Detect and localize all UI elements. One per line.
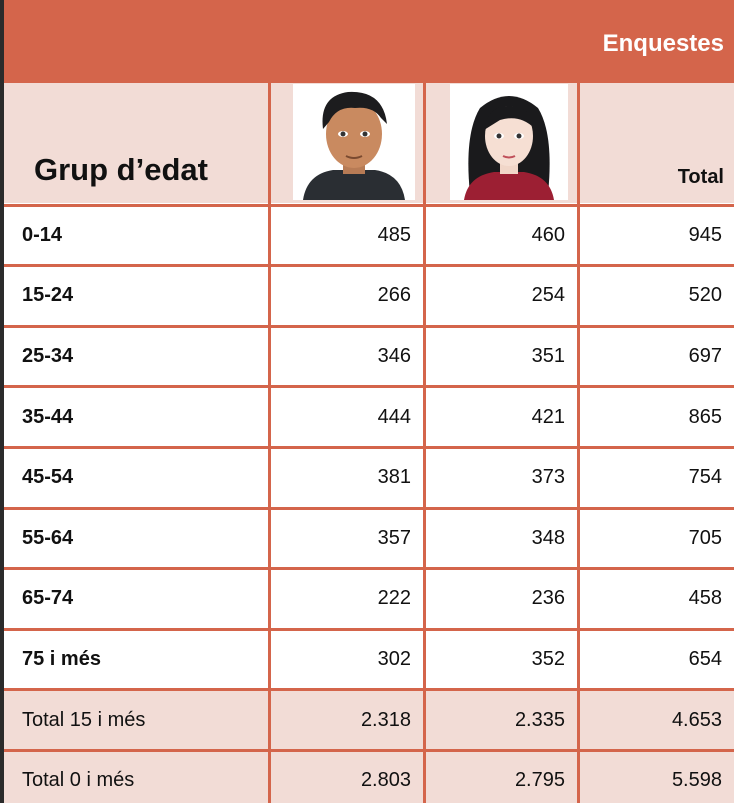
row-separator	[4, 749, 734, 752]
cell-value: 421	[426, 387, 577, 448]
cell-value: 865	[580, 387, 734, 448]
row-separator	[4, 264, 734, 267]
row-label: 55-64	[4, 508, 268, 569]
cell-value: 460	[426, 205, 577, 266]
column-separator	[423, 80, 426, 803]
cell-value: 485	[271, 205, 423, 266]
column-separator	[268, 80, 271, 803]
cell-value: 4.653	[580, 690, 734, 751]
row-label: 25-34	[4, 326, 268, 387]
row-separator	[4, 204, 734, 207]
row-label: 35-44	[4, 387, 268, 448]
row-separator	[4, 507, 734, 510]
cell-value: 520	[580, 266, 734, 327]
cell-value: 2.318	[271, 690, 423, 751]
row-label: 65-74	[4, 569, 268, 630]
cell-value: 302	[271, 629, 423, 690]
cell-value: 945	[580, 205, 734, 266]
cell-value: 236	[426, 569, 577, 630]
cell-value: 222	[271, 569, 423, 630]
cell-value: 2.335	[426, 690, 577, 751]
row-separator	[4, 567, 734, 570]
header-separator	[4, 80, 734, 83]
row-separator	[4, 325, 734, 328]
row-separator	[4, 688, 734, 691]
cell-value: 2.795	[426, 750, 577, 803]
cell-value: 697	[580, 326, 734, 387]
cell-value: 754	[580, 447, 734, 508]
cell-value: 5.598	[580, 750, 734, 803]
cell-value: 444	[271, 387, 423, 448]
cell-value: 373	[426, 447, 577, 508]
cell-value: 352	[426, 629, 577, 690]
cell-value: 381	[271, 447, 423, 508]
row-label: 15-24	[4, 266, 268, 327]
cell-value: 346	[271, 326, 423, 387]
cell-value: 351	[426, 326, 577, 387]
row-label: 75 i més	[4, 629, 268, 690]
row-separator	[4, 385, 734, 388]
cell-value: 357	[271, 508, 423, 569]
row-label: Total 15 i més	[4, 690, 268, 751]
row-separator	[4, 446, 734, 449]
cell-value: 458	[580, 569, 734, 630]
page: Enquestes Grup d’edat Total 0-1448546094…	[0, 0, 734, 803]
column-separator	[577, 80, 580, 803]
cell-value: 2.803	[271, 750, 423, 803]
row-label: 0-14	[4, 205, 268, 266]
row-separator	[4, 628, 734, 631]
cell-value: 348	[426, 508, 577, 569]
row-label: 45-54	[4, 447, 268, 508]
cell-value: 266	[271, 266, 423, 327]
cell-value: 654	[580, 629, 734, 690]
row-label: Total 0 i més	[4, 750, 268, 803]
cell-value: 254	[426, 266, 577, 327]
cell-value: 705	[580, 508, 734, 569]
